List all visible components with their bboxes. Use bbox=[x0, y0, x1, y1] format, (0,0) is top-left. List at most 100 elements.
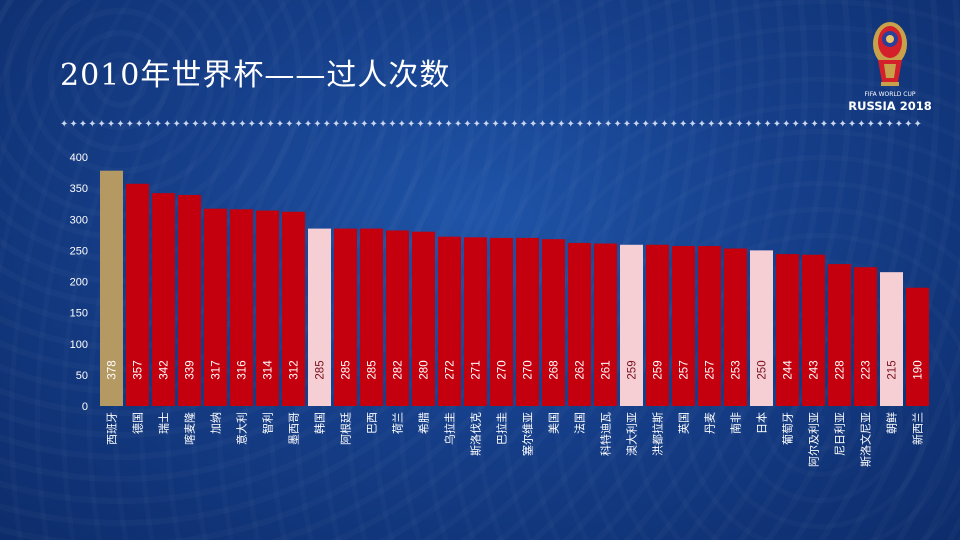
bar bbox=[594, 243, 617, 406]
y-tick-label: 250 bbox=[70, 245, 88, 257]
category-label: 英国 bbox=[677, 412, 691, 434]
bar bbox=[438, 236, 461, 406]
value-label: 285 bbox=[315, 360, 327, 379]
category-label: 墨西哥 bbox=[288, 412, 301, 445]
category-label: 瑞士 bbox=[157, 412, 171, 434]
bar bbox=[230, 209, 253, 406]
category-label: 德国 bbox=[131, 412, 145, 434]
category-label: 阿尔及利亚 bbox=[808, 412, 821, 467]
y-axis: 0 50 100 150 200 250 300 350 400 bbox=[70, 152, 88, 413]
value-label: 312 bbox=[289, 360, 301, 379]
value-label: 285 bbox=[367, 360, 379, 379]
category-label: 洪都拉斯 bbox=[651, 412, 665, 456]
value-label: 262 bbox=[575, 360, 587, 379]
value-label: 378 bbox=[107, 360, 119, 379]
value-label: 271 bbox=[471, 360, 483, 379]
y-tick-label: 150 bbox=[70, 308, 88, 320]
page-title: 2010年世界杯——过人次数 bbox=[60, 58, 451, 93]
bar bbox=[516, 237, 539, 406]
bar bbox=[750, 250, 773, 406]
y-tick-label: 400 bbox=[70, 152, 88, 164]
bar bbox=[204, 208, 227, 406]
category-label: 荷兰 bbox=[392, 412, 405, 434]
trophy-emblem-icon bbox=[873, 22, 907, 86]
value-label: 223 bbox=[861, 360, 873, 379]
category-label: 乌拉圭 bbox=[443, 412, 457, 445]
category-label: 西班牙 bbox=[106, 412, 119, 445]
value-label: 259 bbox=[627, 360, 639, 379]
y-tick-label: 300 bbox=[70, 214, 88, 226]
bar bbox=[100, 170, 123, 406]
logo-line1: FIFA WORLD CUP bbox=[864, 91, 915, 98]
bar bbox=[256, 210, 279, 406]
divider-line: ✦✦✦✦✦✦✦✦✦✦✦✦✦✦✦✦✦✦✦✦✦✦✦✦✦✦✦✦✦✦✦✦✦✦✦✦✦✦✦✦… bbox=[60, 119, 923, 130]
value-label: 339 bbox=[185, 360, 197, 379]
category-label: 阿根廷 bbox=[339, 412, 353, 445]
category-label: 朝鲜 bbox=[885, 412, 899, 434]
category-label: 喀麦隆 bbox=[183, 412, 197, 445]
bar bbox=[620, 244, 643, 406]
logo-line2: RUSSIA 2018 bbox=[848, 99, 931, 113]
category-label: 葡萄牙 bbox=[782, 412, 795, 445]
value-label: 316 bbox=[237, 360, 249, 379]
category-label: 丹麦 bbox=[704, 412, 717, 434]
category-label: 科特迪瓦 bbox=[599, 412, 613, 456]
value-label: 268 bbox=[549, 360, 561, 379]
category-label: 韩国 bbox=[313, 412, 327, 434]
category-label: 斯洛伐克 bbox=[469, 412, 483, 456]
value-label: 259 bbox=[653, 360, 665, 379]
category-label: 新西兰 bbox=[911, 412, 925, 445]
category-label: 南非 bbox=[730, 412, 743, 434]
value-label: 228 bbox=[835, 360, 847, 379]
category-label: 美国 bbox=[548, 412, 561, 434]
category-label: 塞尔维亚 bbox=[521, 412, 535, 456]
bar bbox=[776, 254, 799, 406]
value-label: 272 bbox=[445, 360, 457, 379]
value-label: 257 bbox=[679, 360, 691, 379]
world-cup-logo: FIFA WORLD CUP RUSSIA 2018 bbox=[848, 22, 932, 113]
value-label: 270 bbox=[523, 360, 535, 379]
value-label: 317 bbox=[211, 360, 223, 379]
category-label: 法国 bbox=[573, 412, 587, 434]
bar bbox=[906, 287, 929, 406]
value-label: 282 bbox=[393, 360, 405, 379]
value-label: 250 bbox=[757, 360, 769, 379]
bar bbox=[698, 246, 721, 406]
value-label: 253 bbox=[731, 360, 743, 379]
value-label: 190 bbox=[913, 360, 925, 379]
bar bbox=[412, 231, 435, 406]
bar-series bbox=[100, 170, 929, 406]
category-label: 巴西 bbox=[366, 412, 379, 434]
y-tick-label: 350 bbox=[70, 183, 88, 195]
category-label: 尼日利亚 bbox=[834, 412, 847, 456]
category-label: 加纳 bbox=[210, 412, 223, 434]
bar bbox=[386, 230, 409, 406]
y-tick-label: 50 bbox=[76, 370, 88, 382]
bar bbox=[464, 237, 487, 406]
bar bbox=[282, 211, 305, 406]
bar bbox=[126, 183, 149, 406]
bar bbox=[802, 254, 825, 406]
bar bbox=[360, 228, 383, 406]
value-label: 285 bbox=[341, 360, 353, 379]
y-tick-label: 200 bbox=[70, 277, 88, 289]
bar bbox=[178, 194, 201, 406]
bar bbox=[152, 193, 175, 406]
category-label: 斯洛文尼亚 bbox=[859, 412, 873, 467]
value-label: 314 bbox=[263, 360, 275, 380]
y-tick-label: 0 bbox=[82, 401, 88, 413]
bar bbox=[568, 242, 591, 406]
value-label: 244 bbox=[783, 360, 795, 380]
category-label: 意大利 bbox=[235, 412, 249, 445]
y-tick-label: 100 bbox=[70, 339, 88, 351]
bar bbox=[828, 264, 851, 406]
value-labels: 378 357 342 339 317 316 314 312 285 285 285 282 280 2… bbox=[107, 360, 925, 380]
bar bbox=[490, 237, 513, 406]
value-label: 357 bbox=[133, 360, 145, 379]
value-label: 257 bbox=[705, 360, 717, 379]
value-label: 261 bbox=[601, 360, 613, 379]
value-label: 215 bbox=[887, 360, 899, 379]
category-labels: 西班牙 德国 瑞士 喀麦隆 加纳 意大利 智利 墨西哥 韩国 阿根廷 巴西 荷兰 希腊 乌拉圭 斯洛伐克 巴拉… bbox=[106, 412, 925, 467]
category-label: 巴拉圭 bbox=[495, 412, 509, 445]
